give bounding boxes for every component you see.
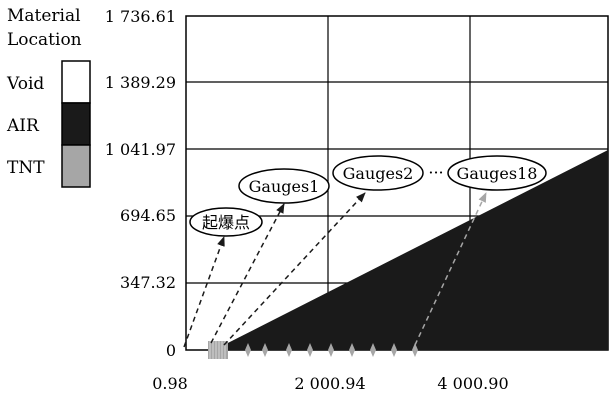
x-tick-label: 2 000.94 <box>294 374 365 393</box>
legend-swatch-air <box>61 102 91 146</box>
gauge-marker <box>412 350 418 357</box>
gauge-marker <box>245 350 251 357</box>
gauge-marker <box>262 350 268 357</box>
gauge-marker <box>391 343 397 350</box>
legend-label-tnt: TNT <box>7 158 45 178</box>
legend-swatch-tnt <box>61 144 91 188</box>
gauge-marker <box>286 343 292 350</box>
gauge-marker <box>245 343 251 350</box>
gauge-marker <box>391 350 397 357</box>
detonation-point-label: 起爆点 <box>202 213 250 232</box>
gauge-1-label: Gauges1 <box>249 177 320 196</box>
gauge-marker <box>307 343 313 350</box>
x-tick-label: 0.98 <box>152 374 188 393</box>
gauge-marker <box>286 350 292 357</box>
detonation-point-ellipse <box>189 207 263 237</box>
arrow-to-detonation-point <box>183 236 225 348</box>
x-tick-label: 4 000.90 <box>437 374 508 393</box>
y-tick-label: 1 736.61 <box>105 7 176 26</box>
gauge-marker <box>262 343 268 350</box>
gauge-marker <box>370 350 376 357</box>
y-tick-label: 0 <box>166 341 176 360</box>
gauges-ellipsis: ··· <box>428 163 443 182</box>
gauge-marker <box>349 343 355 350</box>
y-tick-label: 694.65 <box>120 206 176 225</box>
gauge-2-ellipse <box>332 155 424 191</box>
legend-label-void: Void <box>6 74 44 94</box>
gauge-marker <box>370 343 376 350</box>
arrow-to-gauge-18 <box>414 192 487 346</box>
legend-title-line2: Location <box>7 30 82 50</box>
gauge-markers <box>245 343 418 357</box>
y-tick-label: 347.32 <box>120 273 176 292</box>
legend-swatch-void <box>61 60 91 104</box>
gauge-marker <box>412 343 418 350</box>
y-tick-label: 1 389.29 <box>105 73 176 92</box>
legend-title-line1: Material <box>7 6 81 26</box>
gauge-marker <box>328 343 334 350</box>
arrow-to-gauge-2 <box>223 192 366 346</box>
y-tick-label: 1 041.97 <box>105 140 176 159</box>
gauge-marker <box>307 350 313 357</box>
gauge-1-ellipse <box>238 168 330 204</box>
gauge-18-ellipse <box>447 155 547 191</box>
gauge-marker <box>328 350 334 357</box>
gauge-18-label: Gauges18 <box>457 164 538 183</box>
air-region <box>214 150 608 350</box>
gauge-marker <box>349 350 355 357</box>
legend-label-air: AIR <box>6 116 40 136</box>
tnt-charge <box>208 341 228 359</box>
arrow-to-gauge-1 <box>210 203 285 344</box>
gauge-2-label: Gauges2 <box>343 164 414 183</box>
